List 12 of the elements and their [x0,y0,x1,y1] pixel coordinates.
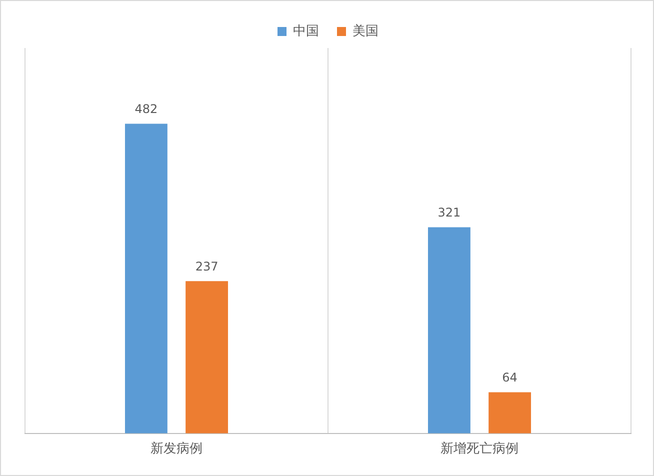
data-label: 482 [134,102,158,116]
legend-label: 中国 [293,24,319,39]
bar [124,124,168,434]
data-label: 64 [502,370,518,384]
bar [428,227,470,434]
legend-label: 美国 [352,22,378,39]
bar [186,281,228,434]
x-tick-label: 新增死亡病例 [440,440,518,457]
data-label: 321 [438,205,461,220]
data-label: 237 [195,259,218,274]
bar [488,392,532,434]
x-tick-label: 新发病例 [150,442,202,457]
